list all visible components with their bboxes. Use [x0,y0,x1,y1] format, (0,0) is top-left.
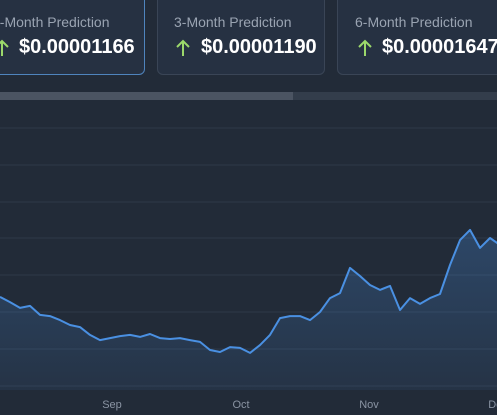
x-tick-label: Nov [359,399,379,411]
card-title: 6-Month Prediction [355,14,473,30]
scroll-thumb[interactable] [0,92,293,100]
scroll-track [0,92,497,100]
x-tick-label: Sep [102,399,122,411]
prediction-card[interactable]: 6-Month Prediction $0.00001647 [337,0,497,75]
grid [0,127,497,387]
x-tick-label: Dec [488,399,497,411]
card-title: 1-Month Prediction [0,14,110,30]
up-arrow [358,39,372,56]
card-value: $0.00001190 [201,36,317,58]
x-tick-label: Oct [232,399,249,411]
card-title: 3-Month Prediction [174,14,292,30]
area [0,229,497,390]
card-value: $0.00001647 [382,36,497,58]
price-line [0,228,497,354]
up-arrow [176,39,190,56]
up-arrow [0,39,9,56]
prediction-card[interactable]: 3-Month Prediction $0.00001190 [157,0,325,75]
prediction-card[interactable]: 1-Month Prediction $0.00001166 [0,0,145,75]
card-value: $0.00001166 [19,36,135,58]
